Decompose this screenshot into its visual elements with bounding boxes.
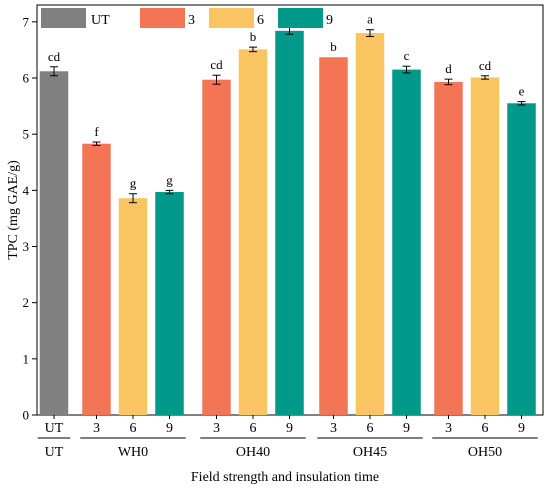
significance-label: g: [166, 172, 173, 187]
x-category-label: UT: [45, 421, 64, 436]
bar: [82, 143, 111, 416]
legend-swatch: [41, 8, 86, 28]
x-group-label: OH45: [353, 445, 387, 460]
y-axis-title: TPC (mg GAE/g): [6, 160, 21, 260]
x-group-label: OH40: [236, 445, 270, 460]
x-category-label: 6: [250, 421, 257, 436]
bar: [275, 30, 304, 415]
x-category-label: 9: [166, 421, 173, 436]
significance-label: cd: [479, 58, 492, 73]
bar: [39, 71, 69, 415]
y-tick-label: 7: [23, 14, 30, 29]
x-category-label: 9: [518, 421, 525, 436]
significance-label: cd: [48, 49, 61, 64]
x-category-label: 6: [130, 421, 137, 436]
x-group-label: WH0: [118, 445, 148, 460]
significance-label: b: [250, 29, 257, 44]
bar: [319, 57, 348, 415]
bar: [507, 103, 536, 416]
legend: UT 3 6 9: [41, 8, 333, 28]
bar: [392, 69, 421, 415]
bar: [155, 192, 184, 415]
x-category-label: 9: [286, 421, 293, 436]
significance-label: d: [445, 61, 452, 76]
bar: [470, 77, 500, 415]
legend-swatch: [209, 8, 254, 28]
bar: [434, 81, 463, 416]
x-category-label: 6: [367, 421, 374, 436]
legend-label: 6: [257, 13, 264, 28]
x-axis-title: Field strength and insulation time: [191, 470, 379, 485]
bar: [355, 33, 385, 416]
x-group-label: UT: [45, 445, 64, 460]
bar: [238, 49, 268, 415]
x-axis-labels: UT UT 3 6 9 WH0 3 6 9 OH40 3 6 9 OH45 3 6 9 OH50: [37, 415, 538, 460]
significance-label: c: [404, 48, 410, 63]
significance-label: e: [519, 84, 525, 99]
x-category-label: 3: [213, 421, 220, 436]
y-tick-label: 0: [23, 408, 30, 423]
legend-swatch: [278, 8, 323, 28]
legend-swatch: [140, 8, 185, 28]
y-tick-label: 3: [23, 239, 30, 254]
x-category-label: 3: [93, 421, 100, 436]
significance-label: f: [94, 124, 99, 139]
x-group-label: OH50: [468, 445, 502, 460]
bar: [118, 198, 148, 415]
x-category-label: 6: [482, 421, 489, 436]
y-tick-label: 6: [23, 71, 30, 86]
significance-label: b: [330, 39, 337, 54]
significance-label: cd: [210, 57, 223, 72]
x-category-label: 3: [445, 421, 452, 436]
bars: cdfggcdbabacdcde: [39, 9, 536, 416]
x-category-label: 3: [330, 421, 337, 436]
legend-label: 9: [326, 13, 333, 28]
y-tick-label: 5: [23, 127, 30, 142]
bar: [202, 79, 231, 415]
y-tick-label: 2: [23, 295, 30, 310]
y-tick-label: 1: [23, 351, 30, 366]
significance-label: a: [367, 12, 373, 27]
y-tick-label: 4: [23, 183, 30, 198]
legend-label: UT: [91, 13, 110, 28]
y-axis-ticks: 0 1 2 3 4 5 6 7: [23, 14, 37, 423]
significance-label: g: [130, 176, 137, 191]
legend-label: 3: [188, 13, 195, 28]
x-category-label: 9: [403, 421, 410, 436]
